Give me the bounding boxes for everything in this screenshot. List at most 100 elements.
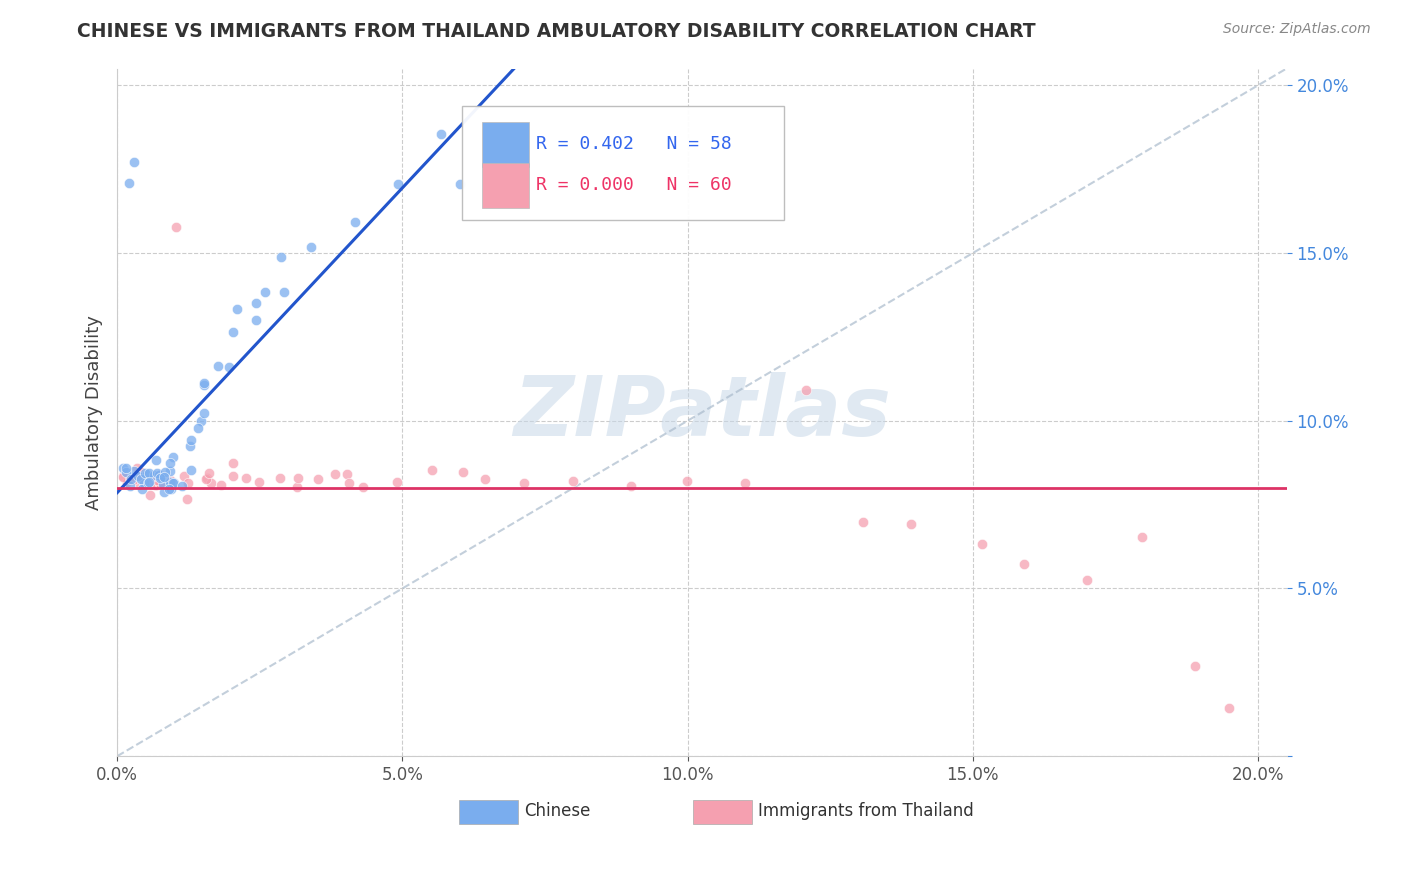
Point — [163, 476, 186, 491]
Point — [111, 460, 134, 475]
Point — [193, 406, 215, 420]
Point — [325, 467, 347, 481]
Point — [851, 515, 873, 529]
Point — [287, 471, 309, 485]
Point — [160, 482, 183, 496]
Point — [190, 413, 212, 427]
Point — [149, 477, 172, 491]
Point — [198, 466, 221, 480]
Point — [170, 479, 193, 493]
Point — [159, 475, 181, 490]
Point — [138, 467, 160, 481]
Point — [1012, 557, 1035, 571]
Point — [111, 468, 134, 483]
Point — [162, 475, 184, 490]
Text: Chinese: Chinese — [524, 802, 591, 820]
Point — [134, 466, 156, 480]
Point — [200, 476, 222, 491]
Point — [146, 473, 169, 487]
Point — [145, 453, 167, 467]
Point — [195, 472, 218, 486]
Point — [337, 475, 360, 490]
Point — [118, 176, 141, 190]
Point — [620, 479, 643, 493]
Point — [970, 537, 993, 551]
Point — [180, 433, 202, 447]
Point — [420, 463, 443, 477]
Point — [120, 472, 142, 486]
Point — [180, 463, 202, 477]
Y-axis label: Ambulatory Disability: Ambulatory Disability — [86, 315, 103, 510]
Point — [149, 476, 172, 491]
Point — [142, 468, 165, 483]
Point — [187, 421, 209, 435]
Point — [138, 475, 160, 489]
Point — [193, 376, 215, 390]
Point — [222, 456, 245, 470]
Point — [254, 285, 277, 299]
Point — [207, 359, 229, 373]
Point — [136, 467, 159, 481]
Point — [385, 475, 408, 490]
Point — [344, 215, 367, 229]
Point — [150, 471, 173, 485]
Point — [336, 467, 359, 481]
Point — [1218, 700, 1240, 714]
Point — [153, 466, 176, 480]
Point — [121, 474, 143, 488]
Point — [449, 177, 471, 191]
Point — [218, 359, 240, 374]
Point — [143, 477, 166, 491]
Point — [195, 471, 218, 485]
Point — [152, 476, 174, 491]
Point — [209, 478, 232, 492]
Point — [114, 466, 136, 480]
Point — [115, 475, 138, 489]
Point — [387, 178, 409, 192]
Point — [1076, 573, 1098, 587]
Point — [139, 473, 162, 487]
Point — [129, 465, 152, 479]
Point — [247, 475, 270, 490]
Point — [307, 472, 329, 486]
Point — [269, 471, 291, 485]
Point — [513, 475, 536, 490]
Point — [245, 313, 267, 327]
Point — [157, 482, 180, 496]
Point — [173, 469, 195, 483]
Point — [153, 469, 176, 483]
FancyBboxPatch shape — [458, 800, 519, 823]
Point — [111, 470, 134, 484]
Point — [299, 240, 322, 254]
Point — [270, 250, 292, 264]
Point — [245, 296, 267, 310]
Point — [159, 473, 181, 487]
Text: CHINESE VS IMMIGRANTS FROM THAILAND AMBULATORY DISABILITY CORRELATION CHART: CHINESE VS IMMIGRANTS FROM THAILAND AMBU… — [77, 22, 1036, 41]
Point — [734, 475, 756, 490]
Point — [900, 517, 922, 532]
Text: R = 0.000   N = 60: R = 0.000 N = 60 — [536, 177, 731, 194]
Text: ZIPatlas: ZIPatlas — [513, 372, 891, 453]
Point — [124, 464, 146, 478]
FancyBboxPatch shape — [693, 800, 752, 823]
Point — [129, 470, 152, 484]
Point — [115, 461, 138, 475]
Point — [139, 488, 162, 502]
Point — [122, 155, 145, 169]
Point — [149, 468, 172, 483]
Point — [474, 472, 496, 486]
FancyBboxPatch shape — [482, 163, 529, 208]
Point — [561, 474, 583, 488]
Point — [226, 302, 249, 317]
Point — [128, 476, 150, 491]
Point — [149, 471, 172, 485]
Point — [120, 479, 142, 493]
Point — [794, 383, 817, 397]
Point — [430, 127, 453, 141]
Point — [132, 476, 155, 491]
Point — [285, 480, 308, 494]
Point — [148, 468, 170, 483]
Point — [129, 472, 152, 486]
Point — [136, 476, 159, 491]
Point — [675, 475, 697, 489]
